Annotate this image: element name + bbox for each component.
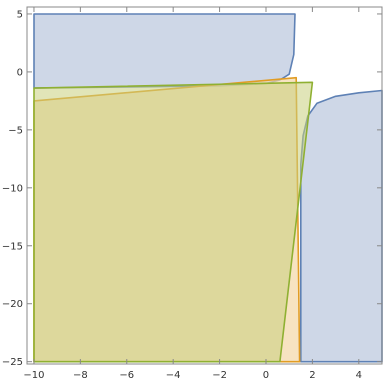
x-tick-label: −2	[212, 370, 227, 380]
x-tick-label: −4	[166, 370, 181, 380]
region-series-3-part-1	[33, 81, 314, 363]
region-series-1-part-1	[33, 13, 296, 89]
plot-regions	[33, 13, 383, 363]
y-tick-label: 5	[17, 9, 23, 20]
y-tick-label: −25	[2, 357, 23, 368]
y-tick-label: −15	[2, 241, 23, 252]
y-tick-label: 0	[17, 67, 23, 78]
plot-frame	[26, 6, 383, 365]
y-tick-label: −20	[2, 299, 23, 310]
x-tick-label: 2	[309, 370, 315, 380]
x-tick-label: −6	[119, 370, 134, 380]
x-tick-label: 4	[356, 370, 362, 380]
x-axis: −10 −8 −6 −4 −2 0 2 4	[23, 7, 362, 380]
y-tick-label: −5	[8, 125, 23, 136]
y-tick-label: −10	[2, 183, 23, 194]
x-tick-label: −8	[73, 370, 88, 380]
region-series-1-part-2	[299, 89, 383, 363]
y-axis: 5 0 −5 −10 −15 −20 −25	[2, 9, 382, 368]
x-tick-label: 0	[263, 370, 269, 380]
x-tick-label: −10	[23, 370, 44, 380]
